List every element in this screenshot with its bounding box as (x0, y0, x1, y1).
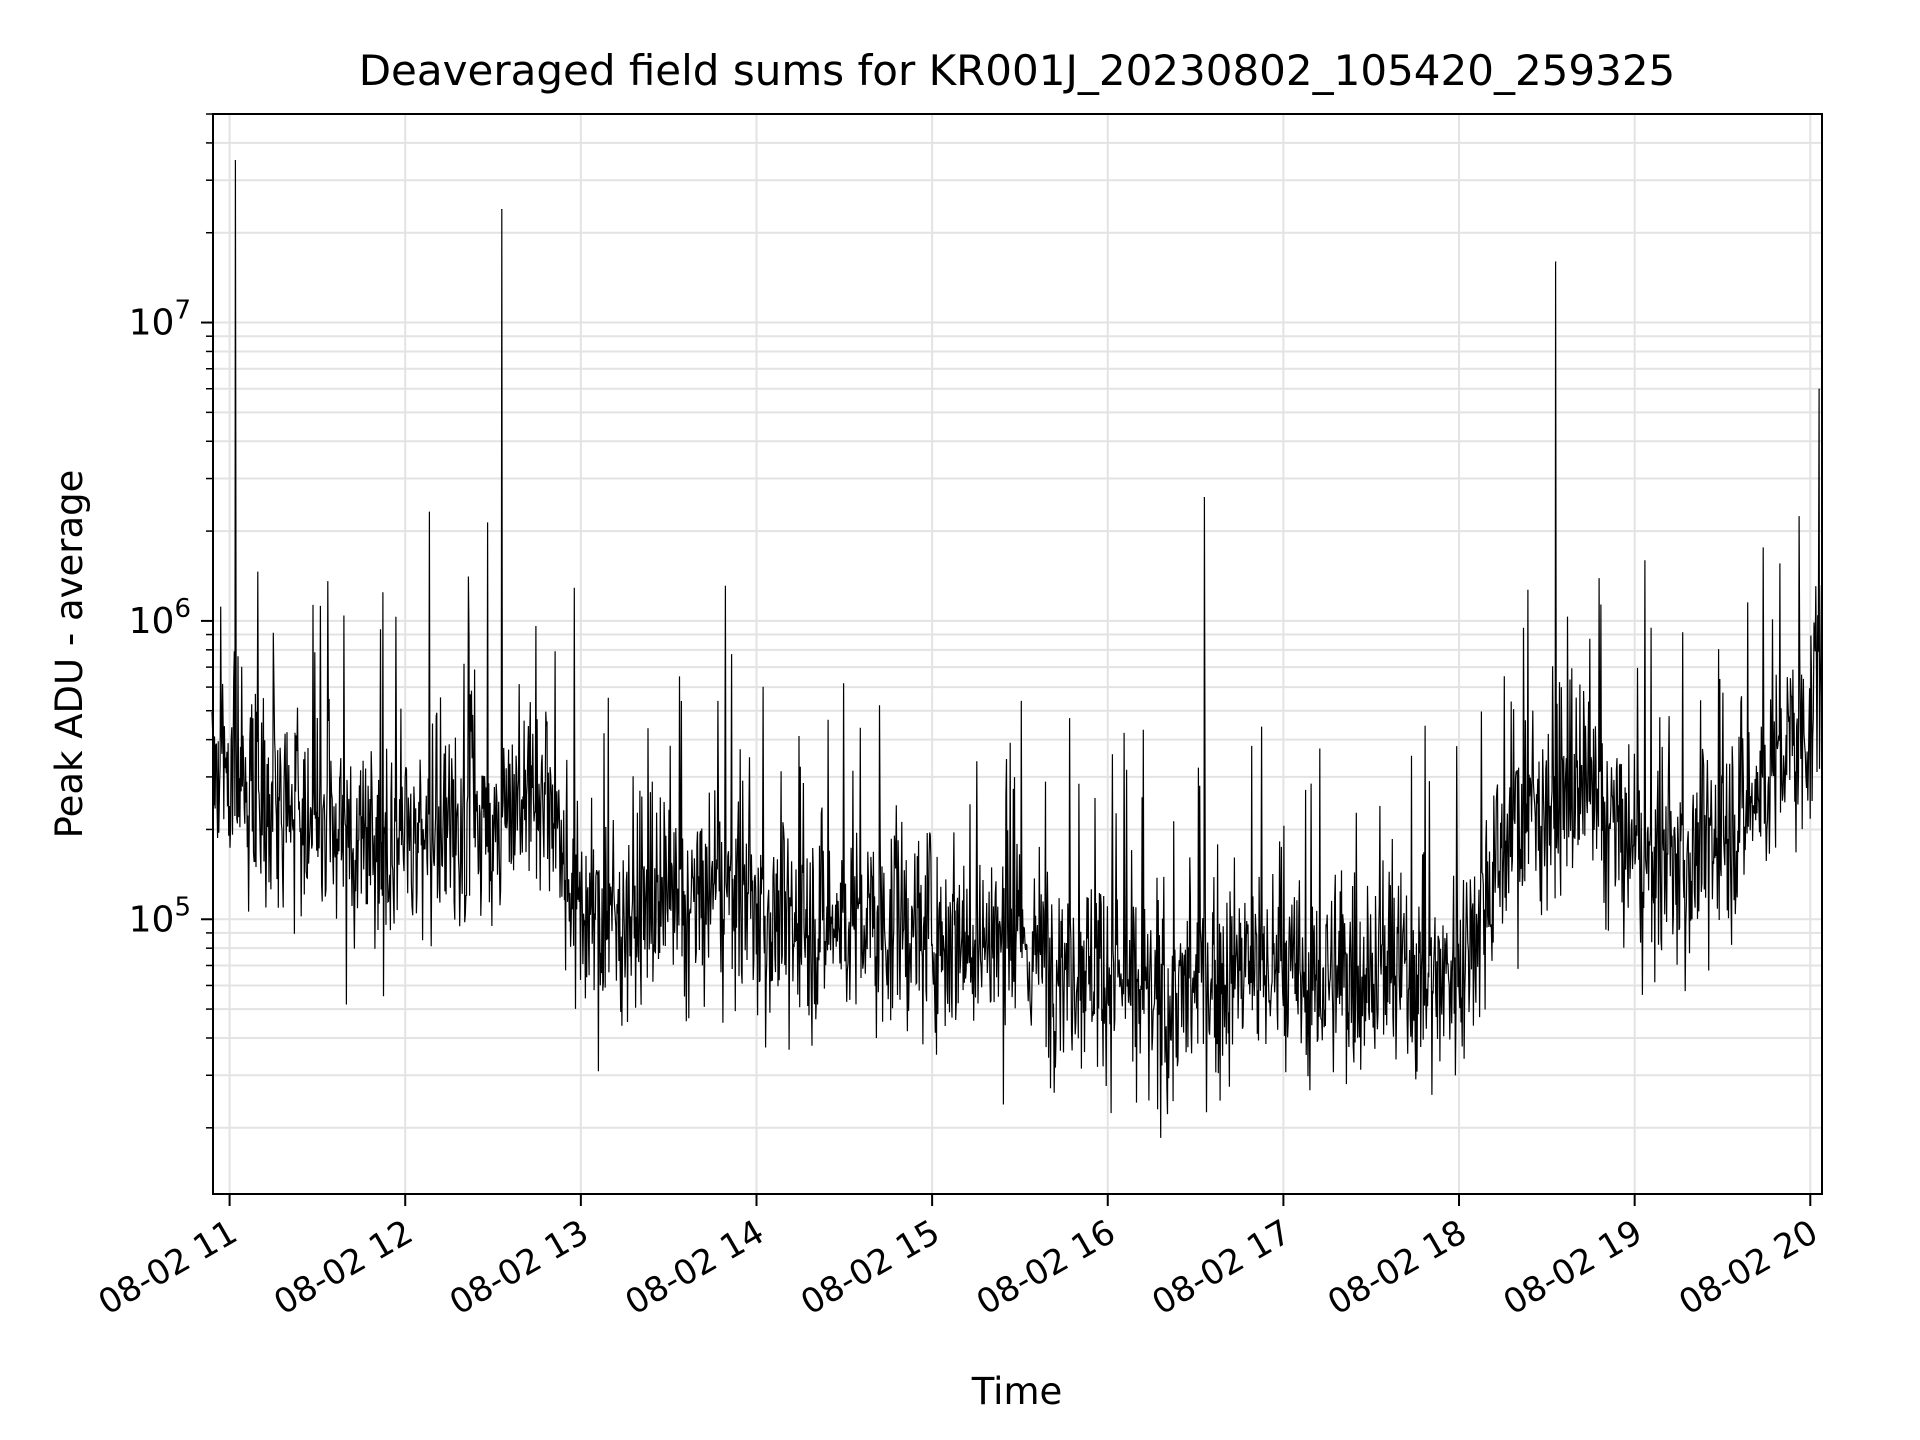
x-axis-label: Time (971, 1370, 1063, 1413)
y-tick-base: 10 (129, 601, 175, 642)
y-tick-label: 106 (129, 594, 191, 642)
y-tick-label: 105 (129, 892, 191, 940)
chart-title: Deaveraged field sums for KR001J_2023080… (359, 46, 1676, 95)
y-tick-base: 10 (129, 303, 175, 344)
y-tick-label: 107 (129, 296, 191, 344)
y-tick-exponent: 5 (174, 892, 191, 922)
y-tick-exponent: 7 (174, 296, 191, 326)
y-tick-base: 10 (129, 899, 175, 940)
y-tick-exponent: 6 (174, 594, 191, 624)
axes-frame (212, 113, 1823, 1195)
y-axis-label: Peak ADU - average (48, 470, 91, 839)
data-series-line (211, 160, 1823, 1138)
data-layer (211, 160, 1823, 1138)
